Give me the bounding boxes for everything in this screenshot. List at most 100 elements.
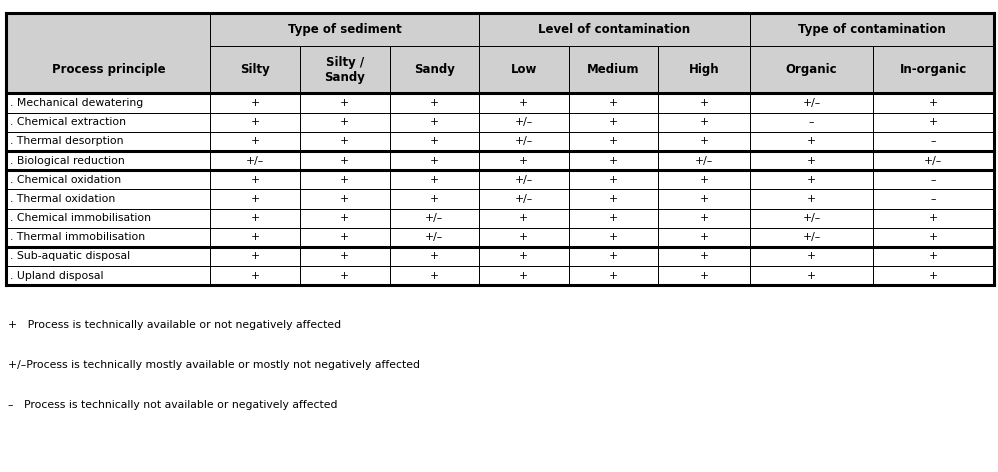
Bar: [389, 247, 479, 266]
Bar: [211, 93, 300, 113]
Bar: [479, 247, 569, 266]
Bar: [749, 189, 873, 209]
Text: +: +: [807, 270, 816, 281]
Bar: [389, 189, 479, 209]
Bar: [300, 46, 389, 93]
Bar: [659, 189, 749, 209]
Bar: [749, 151, 873, 170]
Bar: [211, 266, 300, 285]
Text: +: +: [700, 98, 709, 108]
Text: +: +: [340, 136, 349, 146]
Text: +/–: +/–: [802, 98, 820, 108]
Text: Medium: Medium: [587, 63, 640, 76]
Text: +: +: [609, 270, 618, 281]
Bar: [569, 266, 659, 285]
Text: +: +: [340, 270, 349, 281]
Text: . Chemical immobilisation: . Chemical immobilisation: [10, 213, 152, 223]
Bar: [300, 247, 389, 266]
Text: +/–: +/–: [515, 136, 533, 146]
Text: +: +: [519, 156, 529, 166]
Text: Level of contamination: Level of contamination: [538, 23, 691, 36]
Bar: [300, 170, 389, 189]
Text: +: +: [929, 270, 938, 281]
Text: +: +: [609, 194, 618, 204]
Bar: [873, 132, 994, 151]
Bar: [211, 189, 300, 209]
Text: +: +: [807, 175, 816, 185]
Bar: [479, 46, 569, 93]
Bar: [569, 170, 659, 189]
Text: +: +: [700, 136, 709, 146]
Bar: [6, 132, 211, 151]
Bar: [300, 113, 389, 132]
Bar: [749, 132, 873, 151]
Bar: [659, 247, 749, 266]
Text: . Chemical extraction: . Chemical extraction: [10, 117, 127, 127]
Bar: [389, 266, 479, 285]
Bar: [6, 228, 211, 247]
Bar: [873, 209, 994, 228]
Bar: [211, 132, 300, 151]
Text: +: +: [340, 232, 349, 242]
Text: +/–: +/–: [425, 232, 443, 242]
Text: +: +: [250, 252, 259, 261]
Text: +: +: [340, 156, 349, 166]
Text: +: +: [250, 136, 259, 146]
Bar: [659, 170, 749, 189]
Text: +: +: [929, 252, 938, 261]
Bar: [479, 228, 569, 247]
Text: +/–: +/–: [425, 213, 443, 223]
Bar: [659, 113, 749, 132]
Bar: [389, 113, 479, 132]
Bar: [300, 266, 389, 285]
Bar: [6, 209, 211, 228]
Bar: [659, 228, 749, 247]
Bar: [211, 228, 300, 247]
Bar: [479, 13, 749, 46]
Bar: [6, 266, 211, 285]
Bar: [873, 228, 994, 247]
Bar: [659, 132, 749, 151]
Text: +: +: [340, 98, 349, 108]
Bar: [749, 170, 873, 189]
Bar: [873, 247, 994, 266]
Text: . Mechanical dewatering: . Mechanical dewatering: [10, 98, 144, 108]
Bar: [6, 151, 211, 170]
Bar: [300, 93, 389, 113]
Text: –: –: [931, 175, 936, 185]
Text: +: +: [340, 117, 349, 127]
Bar: [569, 46, 659, 93]
Text: +: +: [700, 213, 709, 223]
Bar: [749, 266, 873, 285]
Bar: [300, 228, 389, 247]
Text: +/–: +/–: [515, 117, 533, 127]
Bar: [300, 209, 389, 228]
Text: +/–: +/–: [247, 156, 264, 166]
Text: +: +: [250, 175, 259, 185]
Text: . Chemical oxidation: . Chemical oxidation: [10, 175, 122, 185]
Text: Type of contamination: Type of contamination: [797, 23, 945, 36]
Bar: [569, 132, 659, 151]
Bar: [6, 170, 211, 189]
Text: Process principle: Process principle: [52, 63, 166, 76]
Text: +: +: [340, 252, 349, 261]
Bar: [749, 13, 994, 46]
Text: +: +: [929, 117, 938, 127]
Text: +: +: [609, 252, 618, 261]
Text: +: +: [700, 270, 709, 281]
Text: +: +: [519, 270, 529, 281]
Text: +: +: [519, 232, 529, 242]
Bar: [389, 132, 479, 151]
Bar: [479, 209, 569, 228]
Text: +: +: [250, 232, 259, 242]
Bar: [6, 13, 211, 93]
Text: +/–Process is technically mostly available or mostly not negatively affected: +/–Process is technically mostly availab…: [8, 360, 420, 371]
Bar: [479, 113, 569, 132]
Text: In-organic: In-organic: [900, 63, 967, 76]
Bar: [749, 228, 873, 247]
Bar: [659, 46, 749, 93]
Text: +/–: +/–: [802, 213, 820, 223]
Text: +: +: [700, 175, 709, 185]
Bar: [749, 93, 873, 113]
Text: +: +: [250, 117, 259, 127]
